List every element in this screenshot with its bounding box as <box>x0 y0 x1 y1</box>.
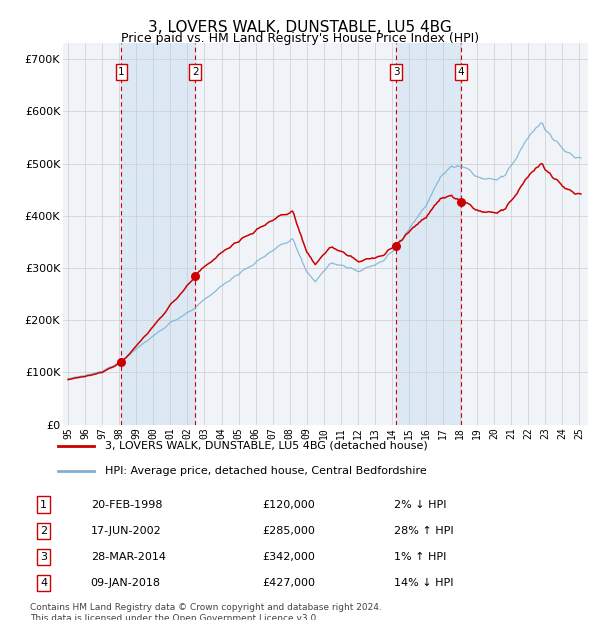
Text: 09-JAN-2018: 09-JAN-2018 <box>91 578 161 588</box>
Text: 2: 2 <box>192 67 199 77</box>
Text: 1% ↑ HPI: 1% ↑ HPI <box>394 552 446 562</box>
Text: £285,000: £285,000 <box>262 526 315 536</box>
Text: Price paid vs. HM Land Registry's House Price Index (HPI): Price paid vs. HM Land Registry's House … <box>121 32 479 45</box>
Text: 4: 4 <box>40 578 47 588</box>
Text: 1: 1 <box>40 500 47 510</box>
Text: 1: 1 <box>118 67 125 77</box>
Text: 28-MAR-2014: 28-MAR-2014 <box>91 552 166 562</box>
Text: 4: 4 <box>457 67 464 77</box>
Text: HPI: Average price, detached house, Central Bedfordshire: HPI: Average price, detached house, Cent… <box>104 466 427 476</box>
Text: 17-JUN-2002: 17-JUN-2002 <box>91 526 161 536</box>
Bar <box>121 43 195 425</box>
Text: £120,000: £120,000 <box>262 500 314 510</box>
Text: 14% ↓ HPI: 14% ↓ HPI <box>394 578 454 588</box>
Text: 3: 3 <box>393 67 400 77</box>
Text: 3: 3 <box>40 552 47 562</box>
Text: 3, LOVERS WALK, DUNSTABLE, LU5 4BG: 3, LOVERS WALK, DUNSTABLE, LU5 4BG <box>148 20 452 35</box>
Text: 28% ↑ HPI: 28% ↑ HPI <box>394 526 454 536</box>
Text: £427,000: £427,000 <box>262 578 315 588</box>
Text: 20-FEB-1998: 20-FEB-1998 <box>91 500 162 510</box>
Text: 2% ↓ HPI: 2% ↓ HPI <box>394 500 447 510</box>
Text: 3, LOVERS WALK, DUNSTABLE, LU5 4BG (detached house): 3, LOVERS WALK, DUNSTABLE, LU5 4BG (deta… <box>104 441 427 451</box>
Text: £342,000: £342,000 <box>262 552 315 562</box>
Bar <box>396 43 461 425</box>
Text: 2: 2 <box>40 526 47 536</box>
Text: Contains HM Land Registry data © Crown copyright and database right 2024.
This d: Contains HM Land Registry data © Crown c… <box>30 603 382 620</box>
